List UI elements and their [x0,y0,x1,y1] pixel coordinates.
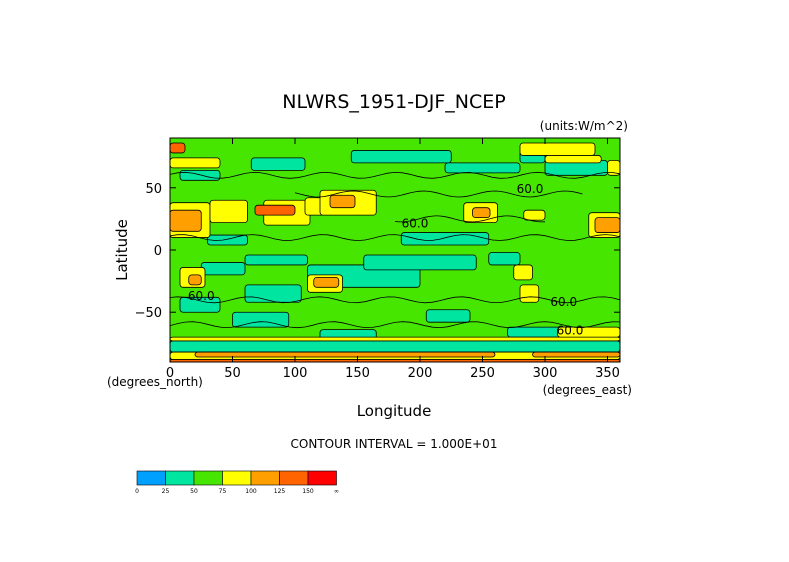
plot-area: 60.0 60.0 60.0 60.0 60.0 [169,137,621,363]
heatmap-region [523,209,546,221]
legend-level-label: 50 [190,488,198,495]
x-tick-label: 150 [345,366,370,381]
heatmap-region [169,142,186,154]
legend-swatch [250,470,280,486]
legend-level-label: 150 [302,488,314,495]
heatmap-region [169,209,202,232]
legend-level-label: 100 [245,488,257,495]
legend-swatch [193,470,223,486]
contour-interval-label: CONTOUR INTERVAL = 1.000E+01 [291,437,498,451]
x-tick-label: 50 [224,366,241,381]
contour-line [394,215,546,223]
x-unit-label: (degrees_east) [543,383,632,397]
units-label: (units:W/m^2) [540,119,628,133]
y-tick-label: 50 [145,182,162,197]
legend-level-label: 125 [274,488,286,495]
x-axis-label: Longitude [357,402,432,420]
heatmap-region [250,157,306,171]
heatmap-region [329,194,356,209]
heatmap-region [200,262,246,276]
heatmap-region [179,296,221,313]
heatmap-region [488,252,521,266]
axis-ticks: 0 50 100 150 200 250 300 350 −50 0 50 [135,138,620,381]
y-tick-label: 0 [154,244,162,259]
legend-swatch [307,470,337,486]
contour-line [169,171,621,179]
legend-level-label: 75 [219,488,227,495]
contour-line [169,296,621,304]
x-tick-label: 300 [533,366,558,381]
y-tick-label: −50 [135,306,162,321]
heatmap-region [544,155,602,164]
heatmap-region [209,199,248,224]
heatmap-region [207,234,248,246]
heatmap-region [350,150,452,164]
heatmap-region [169,157,221,169]
heatmap-region [313,276,340,288]
heatmap-region [519,142,596,156]
color-legend: 0 25 50 75 100 125 150 ∞ [135,470,339,495]
x-tick-label: 200 [408,366,433,381]
contour-label: 60.0 [557,324,584,338]
heatmap-region [188,274,202,286]
heatmap-region [169,340,621,353]
x-tick-label: 250 [470,366,495,381]
contour-label: 60.0 [188,289,215,303]
heatmap-region [169,336,621,342]
heatmap-region [425,309,471,323]
heatmap-region [254,204,296,216]
contour-label: 60.0 [550,295,577,309]
heatmap-region [244,284,302,303]
contour-label: 60.0 [402,217,429,231]
chart-title: NLWRS_1951-DJF_NCEP [282,91,505,113]
heatmap-region [444,162,521,174]
contour-line [294,190,583,198]
legend-level-label: ∞ [334,488,339,495]
x-tick-label: 0 [166,366,174,381]
contour-label: 60.0 [517,182,544,196]
legend-swatch [279,470,309,486]
heatmap-region [363,254,477,271]
legend-level-label: 25 [162,488,170,495]
heatmap-region [194,351,496,358]
heatmap-region [179,169,221,181]
x-tick-label: 350 [595,366,620,381]
heatmap-region [519,284,540,303]
heatmap-region [244,254,308,266]
x-tick-label: 100 [283,366,308,381]
legend-swatch [222,470,252,486]
heatmap-region [594,217,621,233]
y-axis-label: Latitude [113,219,131,281]
heatmap-region [532,351,621,358]
legend-swatch [136,470,166,486]
heatmap-region [472,207,491,219]
legend-level-label: 0 [135,488,139,495]
contour-line [169,234,621,242]
heatmap-region [513,264,533,281]
y-unit-label: (degrees_north) [107,375,203,389]
contour-line [169,321,621,329]
legend-swatch [165,470,195,486]
